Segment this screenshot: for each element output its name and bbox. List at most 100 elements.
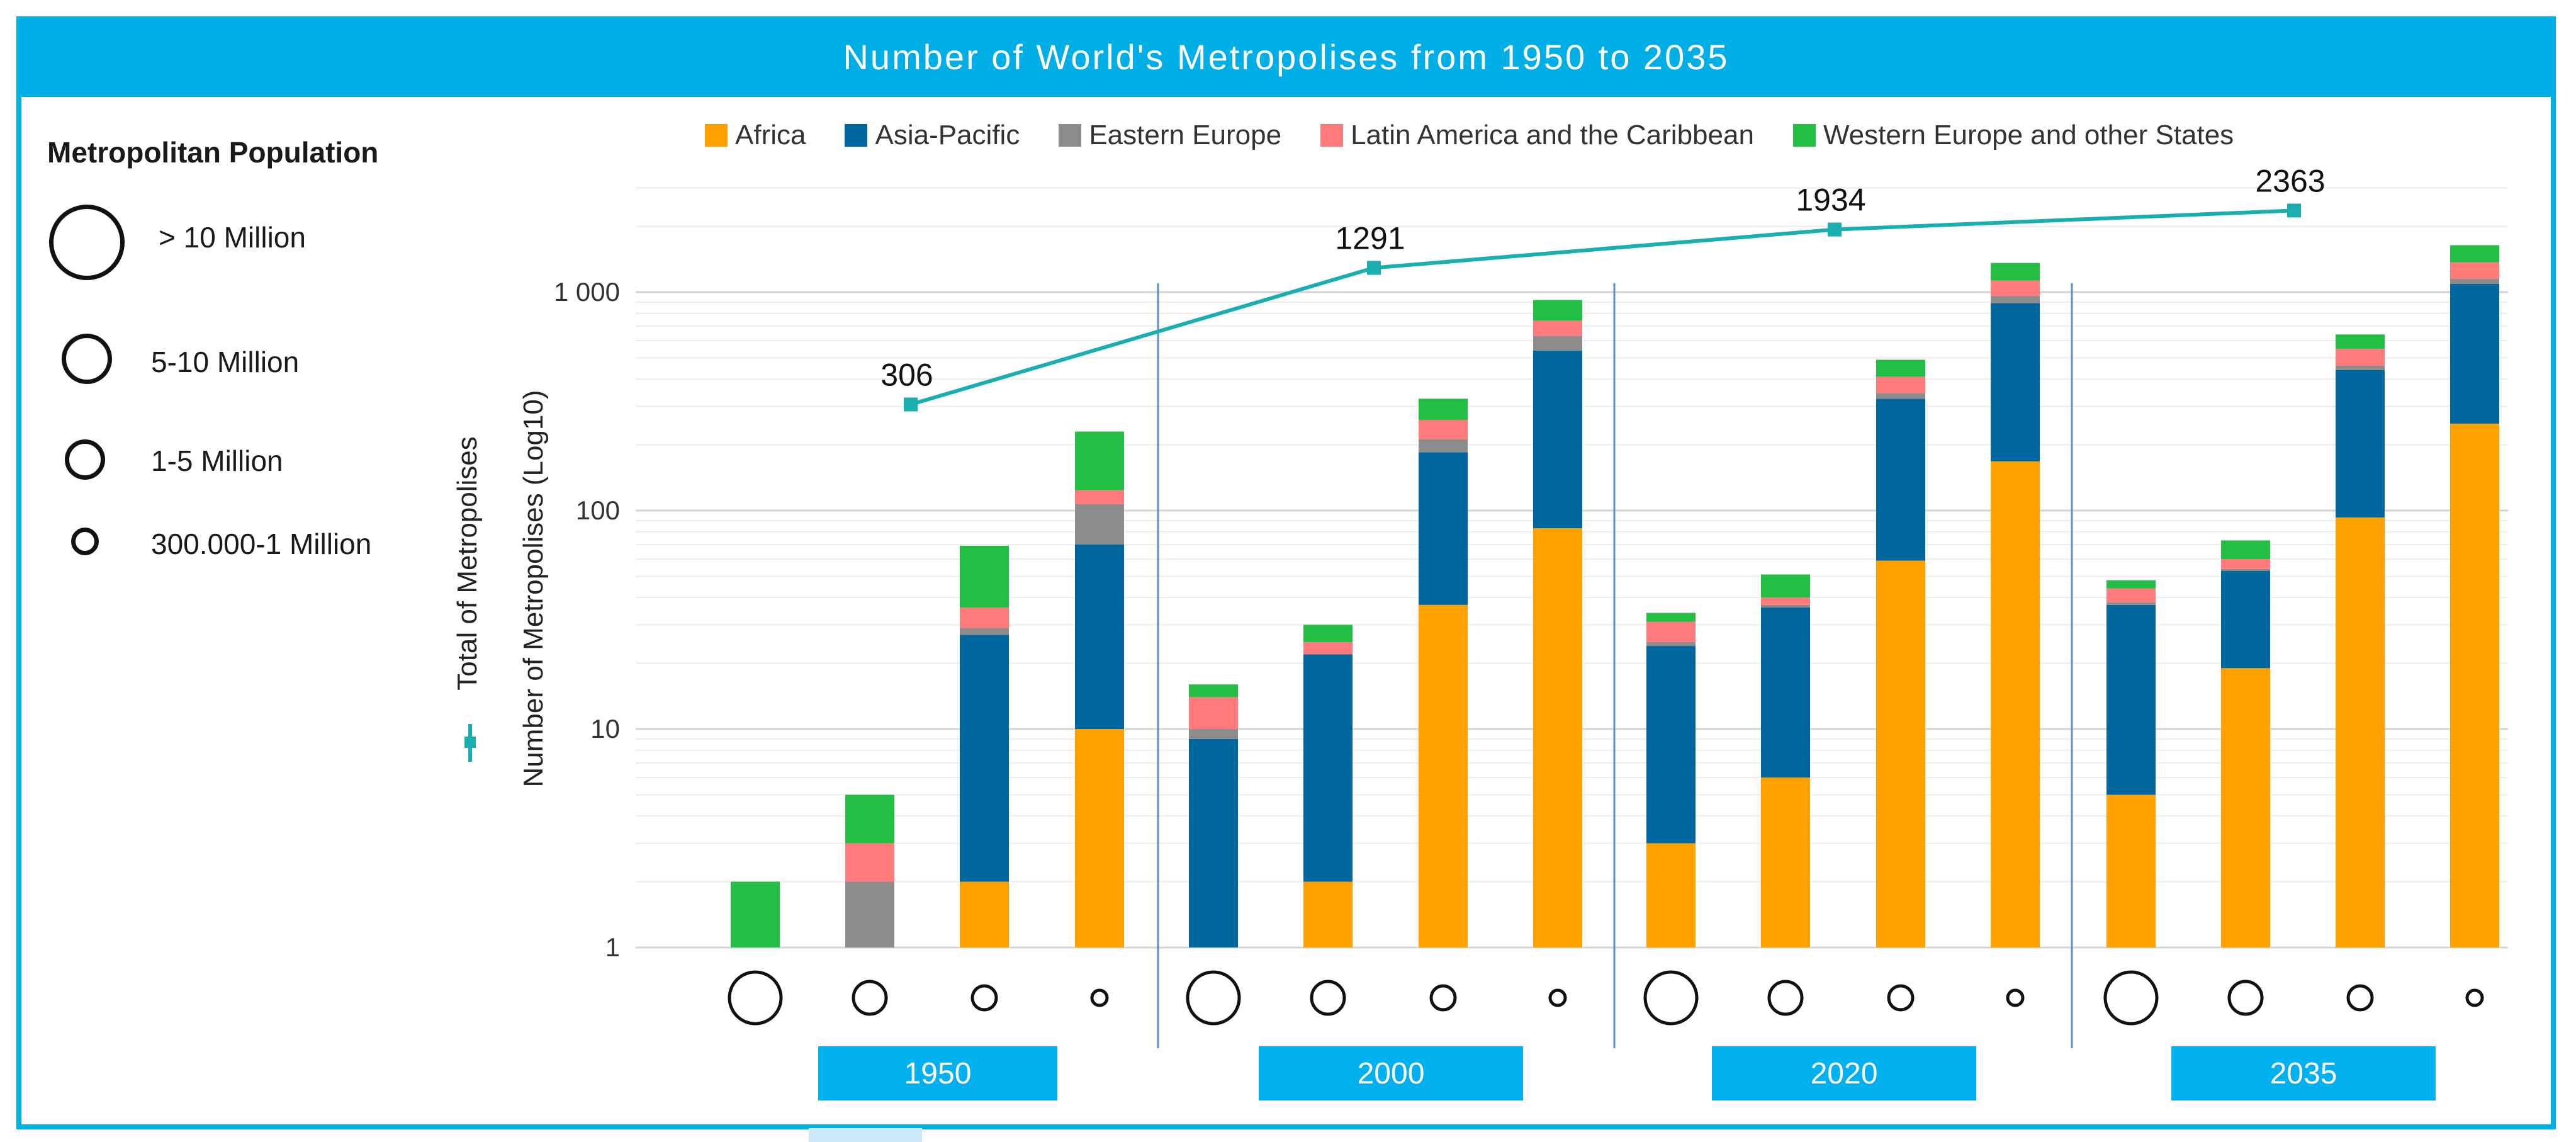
- legend-swatch-western-europe: [1792, 124, 1816, 147]
- total-line-label: 2363: [2255, 163, 2325, 198]
- circle-tiny-icon: [1090, 988, 1109, 1007]
- bar-segment-africa: [1876, 560, 1925, 947]
- size-legend-label-1: > 10 Million: [159, 221, 306, 254]
- circle-medium-icon: [1767, 980, 1804, 1016]
- bar-segment-asia-pacific: [1761, 607, 1810, 777]
- bar-segment-latin-america-and-the-caribbean: [2450, 262, 2499, 279]
- size-legend-label-4: 300.000-1 Million: [151, 528, 372, 560]
- bar-segment-africa: [2336, 517, 2385, 947]
- total-line-label: 306: [880, 357, 933, 392]
- legend-label-latin-america: Latin America and the Caribbean: [1351, 120, 1754, 150]
- bar-segment-latin-america-and-the-caribbean: [1761, 597, 1810, 605]
- bar-segment-latin-america-and-the-caribbean: [1303, 642, 1353, 655]
- bar-segment-eastern-europe: [1189, 729, 1238, 739]
- circle-medium-icon: [62, 334, 112, 384]
- circle-small-icon: [2346, 984, 2374, 1012]
- legend-swatch-africa: [705, 124, 728, 147]
- total-line: [910, 208, 2295, 407]
- bar-segment-western-europe-and-other-states: [2106, 580, 2156, 589]
- total-line-label: 1934: [1796, 183, 1865, 218]
- bar-segment-western-europe-and-other-states: [2221, 540, 2270, 559]
- legend-label-western-europe: Western Europe and other States: [1823, 120, 2234, 150]
- bar-segment-eastern-europe: [960, 628, 1009, 635]
- bar-segment-africa: [2221, 668, 2270, 947]
- group-label-1950: 1950: [818, 1046, 1057, 1100]
- legend-swatch-asia-pacific: [845, 124, 868, 147]
- legend-item-eastern-europe: Eastern Europe: [1059, 120, 1281, 151]
- circle-small-icon: [1887, 984, 1915, 1012]
- legend-item-africa: Africa: [705, 120, 806, 151]
- bar-segment-africa: [1991, 461, 2040, 947]
- bar-segment-eastern-europe: [2450, 278, 2499, 285]
- legend-label-asia-pacific: Asia-Pacific: [875, 120, 1020, 150]
- line-axis-title: Total of Metropolises: [452, 436, 483, 691]
- bar-segment-asia-pacific: [1189, 738, 1238, 947]
- bar-segment-africa: [2106, 794, 2156, 947]
- bar-segment-eastern-europe: [2221, 568, 2270, 571]
- bar-segment-africa: [1303, 881, 1353, 947]
- circle-medium-icon: [1310, 980, 1346, 1016]
- bar-segment-asia-pacific: [1533, 350, 1582, 529]
- bar-segment-africa: [1075, 729, 1124, 947]
- bar-segment-eastern-europe: [1646, 642, 1696, 647]
- bar-segment-latin-america-and-the-caribbean: [1075, 490, 1124, 504]
- y-axis-title: Number of Metropolises (Log10): [518, 390, 549, 788]
- bar-segment-asia-pacific: [2336, 370, 2385, 517]
- bar-segment-latin-america-and-the-caribbean: [1991, 280, 2040, 297]
- bar-segment-eastern-europe: [1075, 504, 1124, 545]
- circle-tiny-icon: [2006, 988, 2025, 1007]
- circle-large-icon: [1643, 970, 1699, 1026]
- y-tick-label: 100: [576, 495, 620, 525]
- bar-segment-asia-pacific: [2450, 284, 2499, 424]
- title-bar: Number of World's Metropolises from 1950…: [16, 16, 2556, 97]
- bar-segment-asia-pacific: [2221, 570, 2270, 669]
- size-legend-label-3: 1-5 Million: [151, 444, 283, 477]
- total-line-marker: [1367, 261, 1381, 275]
- total-line-label: 1291: [1335, 221, 1405, 256]
- total-line-marker: [904, 397, 918, 412]
- bar-segment-western-europe-and-other-states: [1991, 263, 2040, 281]
- bar-segment-eastern-europe: [1533, 336, 1582, 351]
- bar-segment-latin-america-and-the-caribbean: [1646, 621, 1696, 642]
- circle-small-icon: [1429, 984, 1457, 1012]
- bar-segment-asia-pacific: [1075, 544, 1124, 729]
- circle-medium-icon: [2227, 980, 2264, 1016]
- y-tick-label: 1: [605, 932, 620, 962]
- bar-segment-western-europe-and-other-states: [1303, 625, 1353, 642]
- bar-segment-africa: [1533, 528, 1582, 947]
- bar-segment-eastern-europe: [1991, 296, 2040, 303]
- bar-segment-western-europe-and-other-states: [960, 545, 1009, 608]
- y-tick-label: 10: [590, 714, 620, 743]
- bar-segment-africa: [960, 881, 1009, 947]
- bar-segment-latin-america-and-the-caribbean: [1876, 376, 1925, 393]
- circle-small-icon: [65, 439, 105, 480]
- legend-swatch-eastern-europe: [1059, 124, 1082, 147]
- group-label-2020: 2020: [1712, 1046, 1976, 1100]
- bar-segment-latin-america-and-the-caribbean: [845, 843, 894, 882]
- circle-medium-icon: [852, 980, 888, 1016]
- legend-swatch-latin-america: [1320, 124, 1344, 147]
- bar-segment-western-europe-and-other-states: [1533, 300, 1582, 321]
- legend-item-asia-pacific: Asia-Pacific: [845, 120, 1020, 151]
- bar-segment-eastern-europe: [1419, 439, 1468, 453]
- bar-segment-western-europe-and-other-states: [731, 881, 780, 947]
- circle-large-icon: [1186, 970, 1241, 1026]
- bar-segment-africa: [2450, 423, 2499, 947]
- total-line-marker: [1828, 222, 1842, 237]
- chart-title: Number of World's Metropolises from 1950…: [843, 37, 1730, 77]
- circle-large-icon: [2103, 970, 2159, 1026]
- bar-segment-western-europe-and-other-states: [1761, 574, 1810, 598]
- legend-item-latin-america: Latin America and the Caribbean: [1320, 120, 1754, 151]
- total-line-key-marker: [464, 737, 476, 748]
- legend-item-western-europe: Western Europe and other States: [1792, 120, 2234, 151]
- size-legend-heading: Metropolitan Population: [47, 136, 379, 169]
- bar-segment-latin-america-and-the-caribbean: [2221, 558, 2270, 569]
- group-label-2035: 2035: [2171, 1046, 2436, 1100]
- bar-segment-latin-america-and-the-caribbean: [2336, 349, 2385, 366]
- bar-segment-africa: [1419, 604, 1468, 947]
- bar-segment-eastern-europe: [845, 881, 894, 947]
- bar-segment-africa: [1646, 843, 1696, 947]
- bar-segment-asia-pacific: [1646, 646, 1696, 844]
- circle-tiny-icon: [2465, 988, 2484, 1007]
